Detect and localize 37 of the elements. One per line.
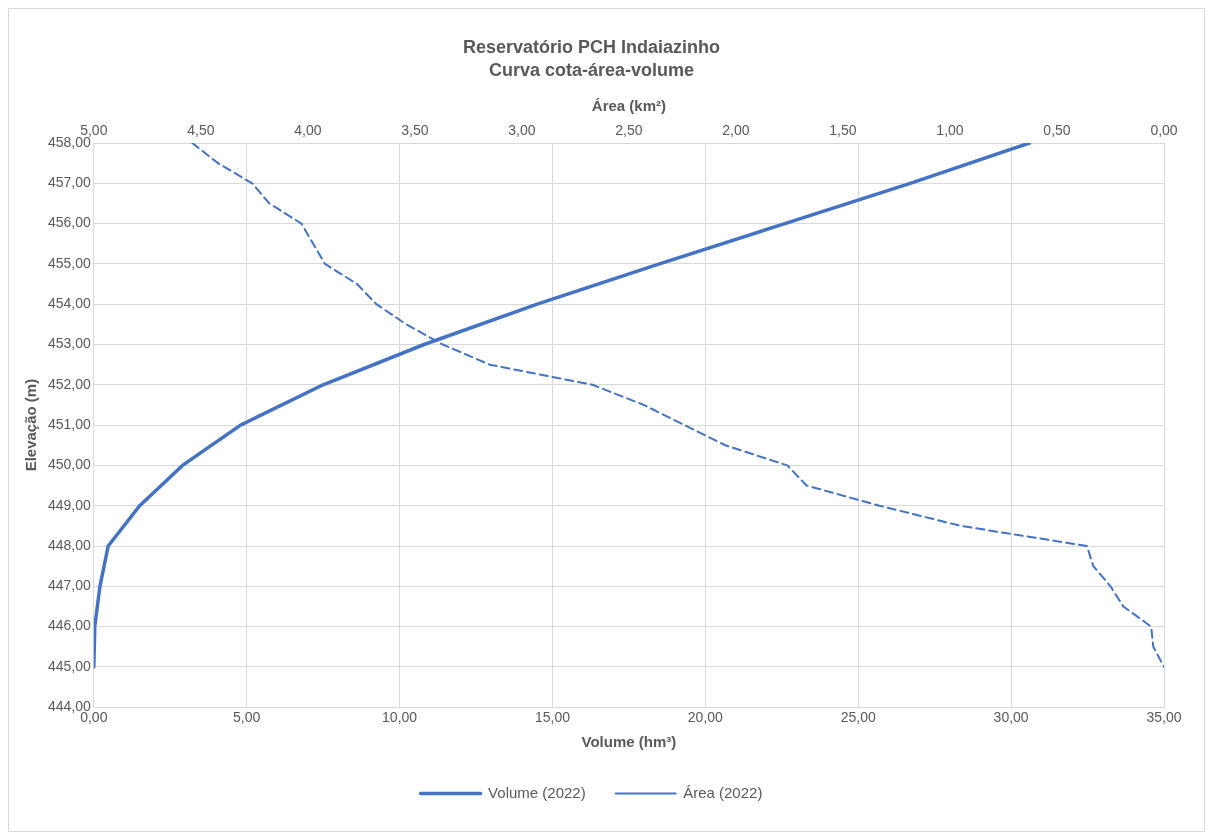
x-tick-label: 25,00: [840, 709, 876, 726]
x2-tick-label: 4,00: [294, 122, 322, 139]
y-tick-label: 455,00: [47, 254, 92, 271]
x2-axis-title: Área (km²): [591, 97, 667, 115]
y-tick-label: 450,00: [47, 456, 92, 473]
x2-tick-label: 1,00: [936, 122, 964, 139]
y-tick-label: 449,00: [47, 496, 92, 513]
y-tick-label: 446,00: [47, 617, 92, 634]
y-tick-label: 452,00: [47, 375, 92, 392]
y-tick-label: 447,00: [47, 577, 92, 594]
x-axis-title: Volume (hm³): [581, 733, 677, 751]
legend-label: Volume (2022): [488, 783, 586, 801]
chart-subtitle: Curva cota-área-volume: [488, 60, 695, 81]
legend-label: Área (2022): [683, 783, 763, 801]
x-tick-label: 30,00: [993, 709, 1029, 726]
chart-title: Reservatório PCH Indaiazinho: [462, 36, 721, 57]
x-tick-label: 5,00: [233, 709, 261, 726]
x2-tick-label: 3,50: [401, 122, 429, 139]
y-axis-title: Elevação (m): [22, 378, 40, 472]
x-tick-label: 15,00: [534, 709, 571, 726]
x2-tick-label: 3,00: [508, 122, 536, 139]
x2-tick-label: 2,00: [722, 122, 750, 139]
x-tick-label: 35,00: [1146, 709, 1182, 726]
x2-tick-label: 4,50: [187, 122, 215, 139]
y-tick-label: 457,00: [47, 174, 92, 191]
y-tick-label: 456,00: [47, 214, 92, 231]
x-tick-label: 10,00: [382, 709, 418, 726]
x-tick-label: 20,00: [687, 709, 724, 726]
x2-tick-label: 1,50: [829, 122, 857, 139]
y-tick-label: 454,00: [47, 295, 92, 312]
x2-tick-label: 0,00: [1150, 122, 1178, 139]
y-tick-label: 445,00: [47, 657, 92, 674]
y-tick-label: 453,00: [47, 335, 92, 352]
y-tick-label: 451,00: [47, 415, 92, 432]
y-tick-label: 448,00: [47, 536, 92, 553]
x2-tick-label: 0,50: [1043, 122, 1071, 139]
x2-tick-label: 2,50: [615, 122, 643, 139]
